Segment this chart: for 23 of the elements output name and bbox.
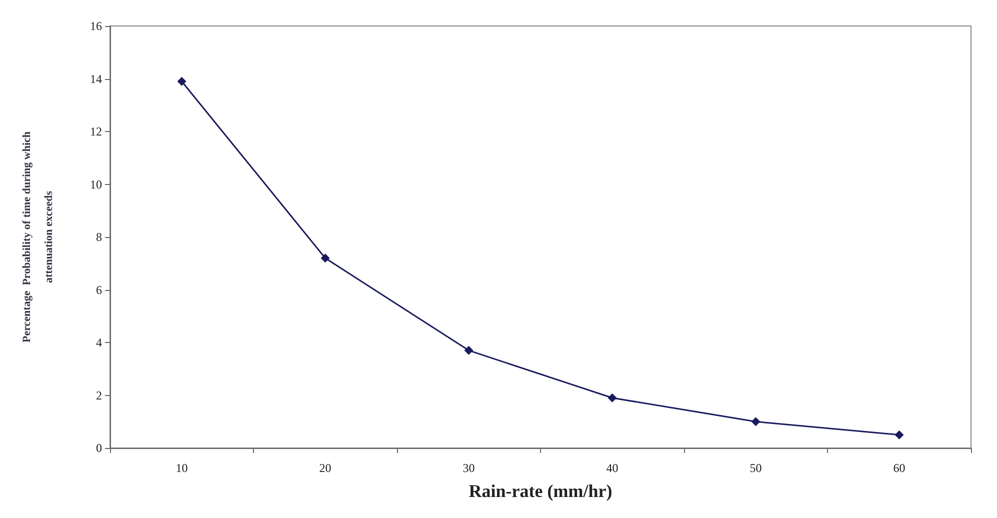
y-tick-label: 2 — [96, 388, 102, 402]
x-tick-label: 30 — [462, 461, 475, 475]
y-tick-label: 4 — [96, 336, 102, 350]
y-axis-title: Percentage Probability of time during which attenuation exceeds — [21, 131, 55, 343]
x-tick-label: 50 — [750, 461, 762, 475]
point — [320, 254, 330, 263]
y-tick-label: 16 — [90, 19, 102, 33]
y-tick-label: 12 — [90, 124, 102, 138]
x-tick-label: 20 — [319, 461, 332, 475]
y-tick-label: 10 — [90, 177, 102, 192]
y-tick-label: 6 — [96, 282, 102, 297]
x-tick-label: 60 — [893, 461, 906, 475]
x-axis-title: Rain-rate (mm/hr) — [468, 481, 612, 501]
y-tick-label: 14 — [90, 72, 102, 86]
point — [608, 393, 617, 402]
point — [177, 76, 186, 86]
x-tick-label: 40 — [606, 461, 618, 475]
point — [751, 417, 760, 426]
y-tick-label: 8 — [96, 230, 102, 244]
y-tick-label: 0 — [96, 441, 102, 455]
x-tick-label: 10 — [176, 461, 188, 475]
point — [464, 346, 474, 355]
point — [894, 430, 904, 440]
